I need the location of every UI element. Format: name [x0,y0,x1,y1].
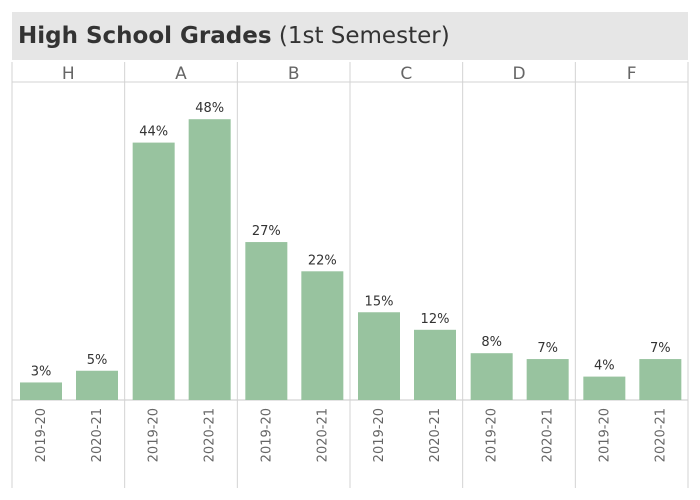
grade-header-b: B [288,64,300,84]
bar-d-2020-21 [526,359,569,400]
chart-title-main: High School Grades [18,23,272,49]
bar-f-2019-20 [583,376,626,400]
data-label-c-2020-21: 12% [421,312,450,327]
year-label-b-2020-21: 2020-21 [315,408,330,462]
bar-a-2020-21 [188,119,231,400]
year-label-a-2020-21: 2020-21 [203,408,218,462]
grade-header-a: A [175,64,187,84]
grid-lines [11,62,689,488]
data-label-b-2020-21: 22% [308,253,337,268]
bar-c-2019-20 [358,312,400,400]
bar-h-2019-20 [20,382,62,400]
year-label-h-2019-20: 2019-20 [34,408,49,462]
year-axis-labels: 2019-20 2020-21 2019-20 2020-21 2019-20 2020-… [34,408,668,462]
data-label-b-2019-20: 27% [252,224,281,239]
bar-c-2020-21 [414,329,456,400]
bar-d-2019-20 [470,353,513,400]
data-labels: 3% 5% 44% 48% 27% 22% 15% 12% 8% 7% 4% 7% [31,101,671,379]
year-label-h-2020-21: 2020-21 [90,408,105,462]
data-label-f-2020-21: 7% [650,341,671,356]
bar-h-2020-21 [76,370,118,400]
chart-title-sub: (1st Semester) [278,23,450,49]
year-label-a-2019-20: 2019-20 [147,408,162,462]
bar-b-2019-20 [245,242,288,400]
data-label-c-2019-20: 15% [365,294,394,309]
year-label-b-2019-20: 2019-20 [259,408,274,462]
data-label-d-2019-20: 8% [481,335,502,350]
year-label-c-2020-21: 2020-21 [428,408,443,462]
year-label-d-2020-21: 2020-21 [541,408,556,462]
title-bar: High School Grades (1st Semester) [12,12,688,60]
data-label-h-2020-21: 5% [87,353,108,368]
grade-header-c: C [400,64,412,84]
grade-header-h: H [62,64,75,84]
bar-a-2019-20 [132,142,175,400]
bar-f-2020-21 [639,359,682,400]
data-label-a-2019-20: 44% [139,125,168,140]
bars [20,119,682,400]
bar-b-2020-21 [301,271,344,400]
data-label-d-2020-21: 7% [537,341,558,356]
year-label-d-2019-20: 2019-20 [485,408,500,462]
chart-title: High School Grades (1st Semester) [18,22,450,50]
data-label-a-2020-21: 48% [195,101,224,116]
grade-header-f: F [627,64,637,84]
year-label-f-2020-21: 2020-21 [653,408,668,462]
year-label-f-2019-20: 2019-20 [597,408,612,462]
data-label-f-2019-20: 4% [594,359,615,374]
year-label-c-2019-20: 2019-20 [372,408,387,462]
data-label-h-2019-20: 3% [31,364,52,379]
grade-header-d: D [512,64,525,84]
